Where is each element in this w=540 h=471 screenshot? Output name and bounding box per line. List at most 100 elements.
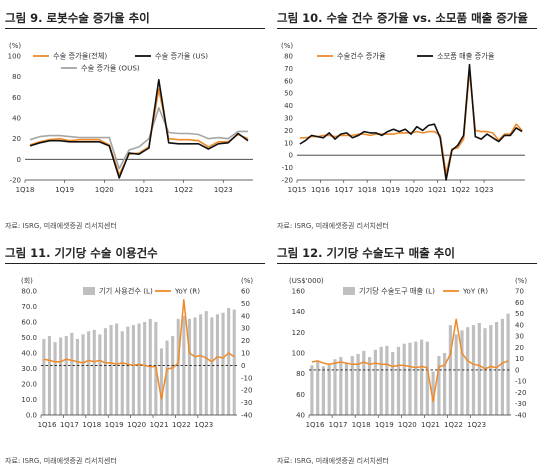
yoy-line: [311, 318, 509, 403]
series-line: [29, 78, 249, 179]
bar: [368, 357, 372, 415]
right-tick-label: 60: [515, 299, 524, 307]
x-tick-label: 1Q19: [105, 421, 124, 429]
legend-label: YoY (R): [462, 287, 488, 296]
chart-panel-4: 그림 12. 기기당 수술도구 매출 추이 (US$'000) (%) 40 60 80…: [277, 243, 537, 471]
y-tick-label: 40: [284, 102, 293, 110]
left-tick-label: 80: [296, 370, 305, 378]
bar: [64, 336, 68, 415]
bar: [204, 311, 208, 415]
x-tick-label: 1Q22: [172, 421, 191, 429]
y-tick-label: 60: [12, 94, 21, 102]
y-tick-label: 80: [284, 53, 293, 61]
right-tick-label: -40: [241, 412, 252, 420]
right-tick-label: -10: [241, 374, 252, 382]
right-tick-label: 70: [515, 288, 524, 296]
legend-bar-swatch: [343, 287, 355, 295]
left-tick-label: 0.0: [26, 412, 37, 420]
y-tick-label: 20: [284, 127, 293, 135]
bar: [316, 361, 320, 415]
bar: [81, 334, 85, 415]
bar: [137, 323, 141, 415]
chart-title-1: 그림 9. 로봇수술 증가율 추이: [5, 8, 265, 29]
left-axis-unit: (US$'000): [289, 277, 324, 285]
right-tick-label: -30: [241, 399, 252, 407]
x-tick-label: 1Q20: [404, 186, 423, 194]
right-tick-label: 0: [241, 362, 245, 370]
x-tick-label: 1Q18: [358, 186, 377, 194]
bar: [402, 343, 406, 415]
right-tick-label: -10: [515, 378, 526, 386]
bar: [126, 326, 130, 415]
right-axis-unit: (%): [241, 277, 253, 285]
left-tick-label: 120: [292, 329, 305, 337]
x-tick-label: 1Q20: [95, 186, 114, 194]
bar: [165, 340, 169, 415]
x-tick-label: 1Q17: [329, 421, 348, 429]
legend-label: YoY (R): [174, 287, 200, 296]
y-tick-label: 0: [17, 156, 21, 164]
bar: [70, 332, 74, 415]
source-note-1: 자료: ISRG, 미래에셋증권 리서치센터: [5, 222, 117, 230]
x-tick-label: 1Q20: [127, 421, 146, 429]
right-tick-label: 0: [515, 366, 519, 374]
right-tick-label: -40: [515, 412, 526, 420]
y-tick-label: 20: [12, 135, 21, 143]
legend-label: 수술건수 증가율: [337, 52, 386, 61]
bar: [477, 323, 481, 415]
right-tick-label: 50: [241, 300, 250, 308]
y-tick-label: 40: [12, 115, 21, 123]
bar: [356, 354, 360, 415]
bar: [75, 339, 79, 415]
bar: [115, 323, 119, 415]
bar: [92, 329, 96, 416]
bar: [420, 339, 424, 415]
bar: [379, 346, 383, 415]
x-tick-label: 1Q23: [194, 421, 213, 429]
bar: [495, 322, 499, 415]
left-tick-label: 80.0: [21, 288, 37, 296]
left-tick-label: 140: [292, 308, 305, 316]
bar: [159, 348, 163, 415]
x-tick-label: 1Q17: [60, 421, 79, 429]
left-tick-label: 40: [296, 412, 305, 420]
yoy-line: [43, 298, 235, 400]
series-line: [29, 106, 248, 170]
x-tick-label: 1Q18: [82, 421, 101, 429]
left-tick-label: 70.0: [21, 303, 37, 311]
series-line: [299, 63, 523, 181]
chart-4-svg: (US$'000) (%)406080100120140160-40-30-20-…: [289, 277, 527, 429]
bar: [310, 365, 314, 415]
left-tick-label: 50.0: [21, 334, 37, 342]
chart-panel-3: 그림 11. 기기당 수술 이용건수 (회) (%) 0.0 10.0 20.0 30.0…: [5, 243, 265, 471]
bar: [500, 318, 504, 415]
legend-label: 기기 사용건수 (L): [99, 287, 153, 296]
bar: [109, 325, 113, 415]
bar: [425, 341, 429, 415]
chart-title-2: 그림 10. 수술 건수 증가율 vs. 소모품 매출 증가율: [277, 8, 537, 29]
y-tick-label: 50: [284, 90, 293, 98]
y-tick-label: -20: [282, 177, 293, 185]
x-tick-label: 1Q22: [451, 186, 470, 194]
bar: [443, 353, 447, 415]
right-tick-label: 40: [241, 312, 250, 320]
y-tick-label: 80: [12, 73, 21, 81]
legend-label: 수술 증가율 (US): [155, 52, 208, 61]
bar: [182, 315, 186, 415]
left-tick-label: 20.0: [21, 381, 37, 389]
bar: [42, 339, 46, 415]
left-tick-label: 60.0: [21, 319, 37, 327]
source-note-2: 자료: ISRG, 미래에셋증권 리서치센터: [277, 222, 389, 230]
bar: [171, 336, 175, 415]
x-tick-label: 1Q21: [135, 186, 154, 194]
right-tick-label: 30: [515, 333, 524, 341]
bar: [227, 308, 231, 415]
bar: [396, 346, 401, 415]
bar: [454, 334, 458, 415]
bar: [103, 328, 107, 415]
bar: [431, 371, 435, 415]
chart-panel-2: 그림 10. 수술 건수 증가율 vs. 소모품 매출 증가율 (%) -20 -1…: [277, 8, 537, 236]
x-tick-label: 1Q15: [288, 186, 307, 194]
bar: [53, 342, 57, 415]
bar: [408, 342, 412, 415]
